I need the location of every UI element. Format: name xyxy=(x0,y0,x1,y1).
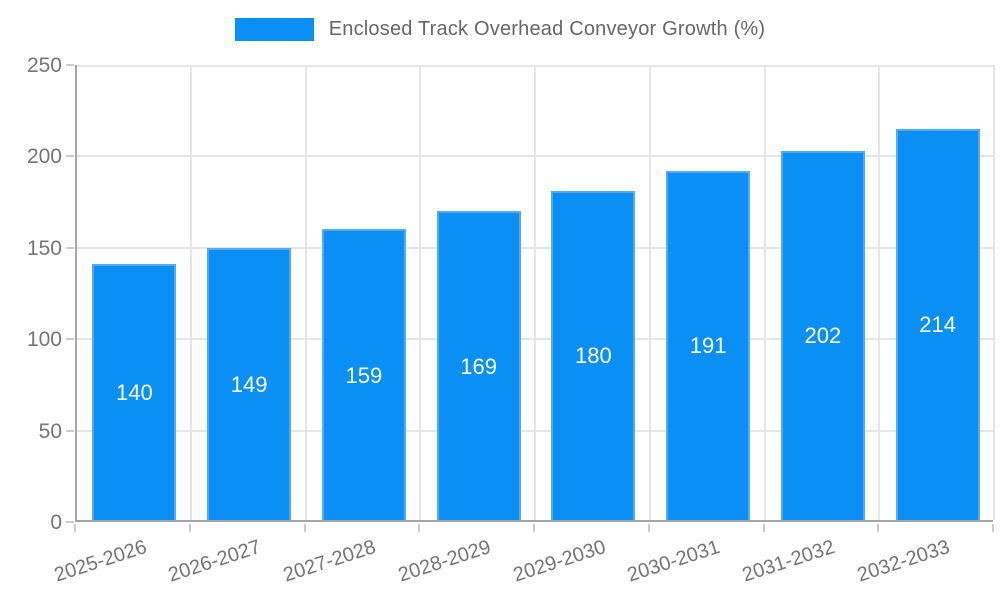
bar-2029-2030[interactable]: 180 xyxy=(551,190,636,520)
legend-swatch xyxy=(234,18,314,41)
y-axis-tick-label: 200 xyxy=(26,145,62,169)
x-axis-tick-mark xyxy=(533,524,535,532)
y-axis-tick-mark xyxy=(66,429,74,432)
plot-area: 140 149 159 169 180 191 202 214 xyxy=(75,65,995,522)
gridline-vertical xyxy=(304,65,307,520)
x-axis-tick-mark xyxy=(303,524,306,532)
x-axis-tick-label: 2029-2030 xyxy=(510,536,609,587)
bar-value-label: 149 xyxy=(230,371,268,397)
bar-2030-2031[interactable]: 191 xyxy=(666,170,751,520)
bar-value-label: 202 xyxy=(804,323,842,349)
x-axis-tick-label: 2027-2028 xyxy=(280,536,379,587)
bar-value-label: 159 xyxy=(345,362,383,388)
y-axis-tick-label: 150 xyxy=(26,236,62,260)
x-axis-tick-mark xyxy=(992,524,994,532)
gridline-vertical xyxy=(993,65,995,520)
gridline-vertical xyxy=(189,65,192,520)
x-axis-tick-mark xyxy=(762,524,765,532)
y-axis-tick-mark xyxy=(66,338,74,341)
gridline-vertical xyxy=(763,65,766,520)
bar-2028-2029[interactable]: 169 xyxy=(436,211,521,520)
gridline-vertical xyxy=(419,65,422,520)
bar-2025-2026[interactable]: 140 xyxy=(92,264,177,520)
x-axis-tick-label: 2026-2027 xyxy=(166,536,264,587)
bar-value-label: 169 xyxy=(460,353,497,379)
x-axis-tick-mark xyxy=(877,524,880,532)
x-axis-tick-label: 2025-2026 xyxy=(51,536,150,587)
x-axis-tick-label: 2028-2029 xyxy=(395,536,494,587)
x-axis-tick-label: 2032-2033 xyxy=(854,536,953,587)
y-axis-tick-label: 0 xyxy=(50,511,62,534)
legend-label: Enclosed Track Overhead Conveyor Growth … xyxy=(328,18,766,40)
gridline-vertical xyxy=(648,65,651,520)
y-axis-tick-mark xyxy=(66,246,74,249)
gridline-vertical xyxy=(534,65,536,520)
bar-2032-2033[interactable]: 214 xyxy=(895,128,980,520)
y-axis-tick-label: 50 xyxy=(38,419,62,443)
legend: Enclosed Track Overhead Conveyor Growth … xyxy=(0,18,1000,41)
bar-2026-2027[interactable]: 149 xyxy=(207,247,292,520)
bar-value-label: 191 xyxy=(689,333,727,359)
y-axis-tick-mark xyxy=(66,155,74,158)
y-axis-tick-mark xyxy=(66,64,74,66)
y-axis-tick-label: 250 xyxy=(26,54,62,77)
x-axis-tick-mark xyxy=(418,524,421,532)
x-axis-tick-label: 2031-2032 xyxy=(739,536,838,587)
bar-value-label: 214 xyxy=(919,312,956,338)
x-axis-tick-mark xyxy=(647,524,650,532)
bar-2031-2032[interactable]: 202 xyxy=(780,150,865,520)
x-axis-tick-mark xyxy=(74,524,76,532)
x-axis-tick-mark xyxy=(188,524,191,532)
y-axis-tick-mark xyxy=(66,521,74,523)
x-axis-tick-label: 2030-2031 xyxy=(625,536,723,587)
bar-value-label: 180 xyxy=(575,343,612,369)
bar-2027-2028[interactable]: 159 xyxy=(321,229,406,520)
y-axis-tick-label: 100 xyxy=(26,328,62,352)
bar-value-label: 140 xyxy=(116,380,153,406)
gridline-vertical xyxy=(878,65,881,520)
